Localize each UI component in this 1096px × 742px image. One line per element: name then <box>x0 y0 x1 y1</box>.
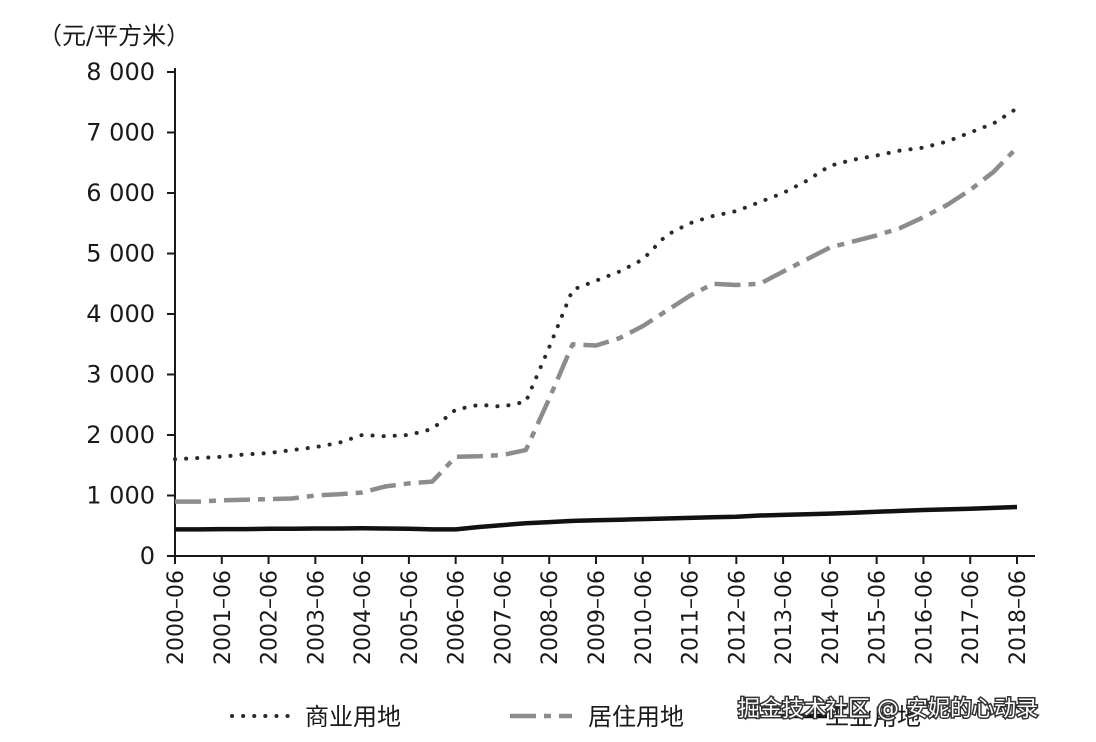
x-tick-label: 2012–06 <box>725 570 750 665</box>
x-axis: 2000–06 2001–06 2002–06 2003–06 2004–06 2005–… <box>164 555 1035 665</box>
x-tick-label: 2015–06 <box>866 570 891 665</box>
y-axis: 0 1 000 2 000 3 000 4 000 5 000 6 000 7 000 8 00… <box>86 58 176 570</box>
series-line-1 <box>173 106 1019 462</box>
legend-label: 工业用地 <box>825 703 921 731</box>
y-tick-label: 4 000 <box>86 300 155 328</box>
x-tick-label: 2003–06 <box>304 570 329 665</box>
series-line-2 <box>175 146 1019 504</box>
x-tick-label: 2004–06 <box>351 570 376 665</box>
watermark-text: 掘金技术社区 @ 安妮的心动录 <box>738 697 1038 722</box>
y-tick-label: 0 <box>140 542 155 570</box>
x-tick-label: 2007–06 <box>491 570 516 665</box>
watermark: 掘金技术社区 @ 安妮的心动录 <box>737 696 1040 724</box>
x-tick-label: 2017–06 <box>959 570 984 665</box>
y-tick-label: 1 000 <box>86 482 155 510</box>
y-tick-label: 8 000 <box>86 58 155 86</box>
x-tick-label: 2001–06 <box>211 570 236 665</box>
y-tick-label: 5 000 <box>86 240 155 268</box>
x-tick-label: 2013–06 <box>772 570 797 665</box>
y-tick-label: 7 000 <box>86 119 155 147</box>
x-tick-label: 2005–06 <box>398 570 423 665</box>
x-tick-label: 2010–06 <box>632 570 657 665</box>
x-tick-label: 2009–06 <box>585 570 610 665</box>
y-tick-label: 6 000 <box>86 179 155 207</box>
x-tick-label: 2014–06 <box>819 570 844 665</box>
x-tick-label: 2000–06 <box>164 570 189 665</box>
x-tick-label: 2008–06 <box>538 570 563 665</box>
series-layer <box>173 106 1019 532</box>
x-tick-label: 2011–06 <box>679 570 704 665</box>
x-tick-label: 2002–06 <box>258 570 283 665</box>
y-tick-label: 3 000 <box>86 361 155 389</box>
series-line-3 <box>175 504 1018 532</box>
legend-label: 居住用地 <box>588 703 684 731</box>
x-tick-label: 2016–06 <box>912 570 937 665</box>
x-tick-label: 2006–06 <box>445 570 470 665</box>
y-tick-label: 2 000 <box>86 421 155 449</box>
y-axis-label: （元/平方米） <box>38 22 190 50</box>
legend-label: 商业用地 <box>305 703 401 731</box>
x-tick-label: 2018–06 <box>1006 570 1031 665</box>
legend: 商业用地 居住用地 工业用地 <box>230 703 921 731</box>
